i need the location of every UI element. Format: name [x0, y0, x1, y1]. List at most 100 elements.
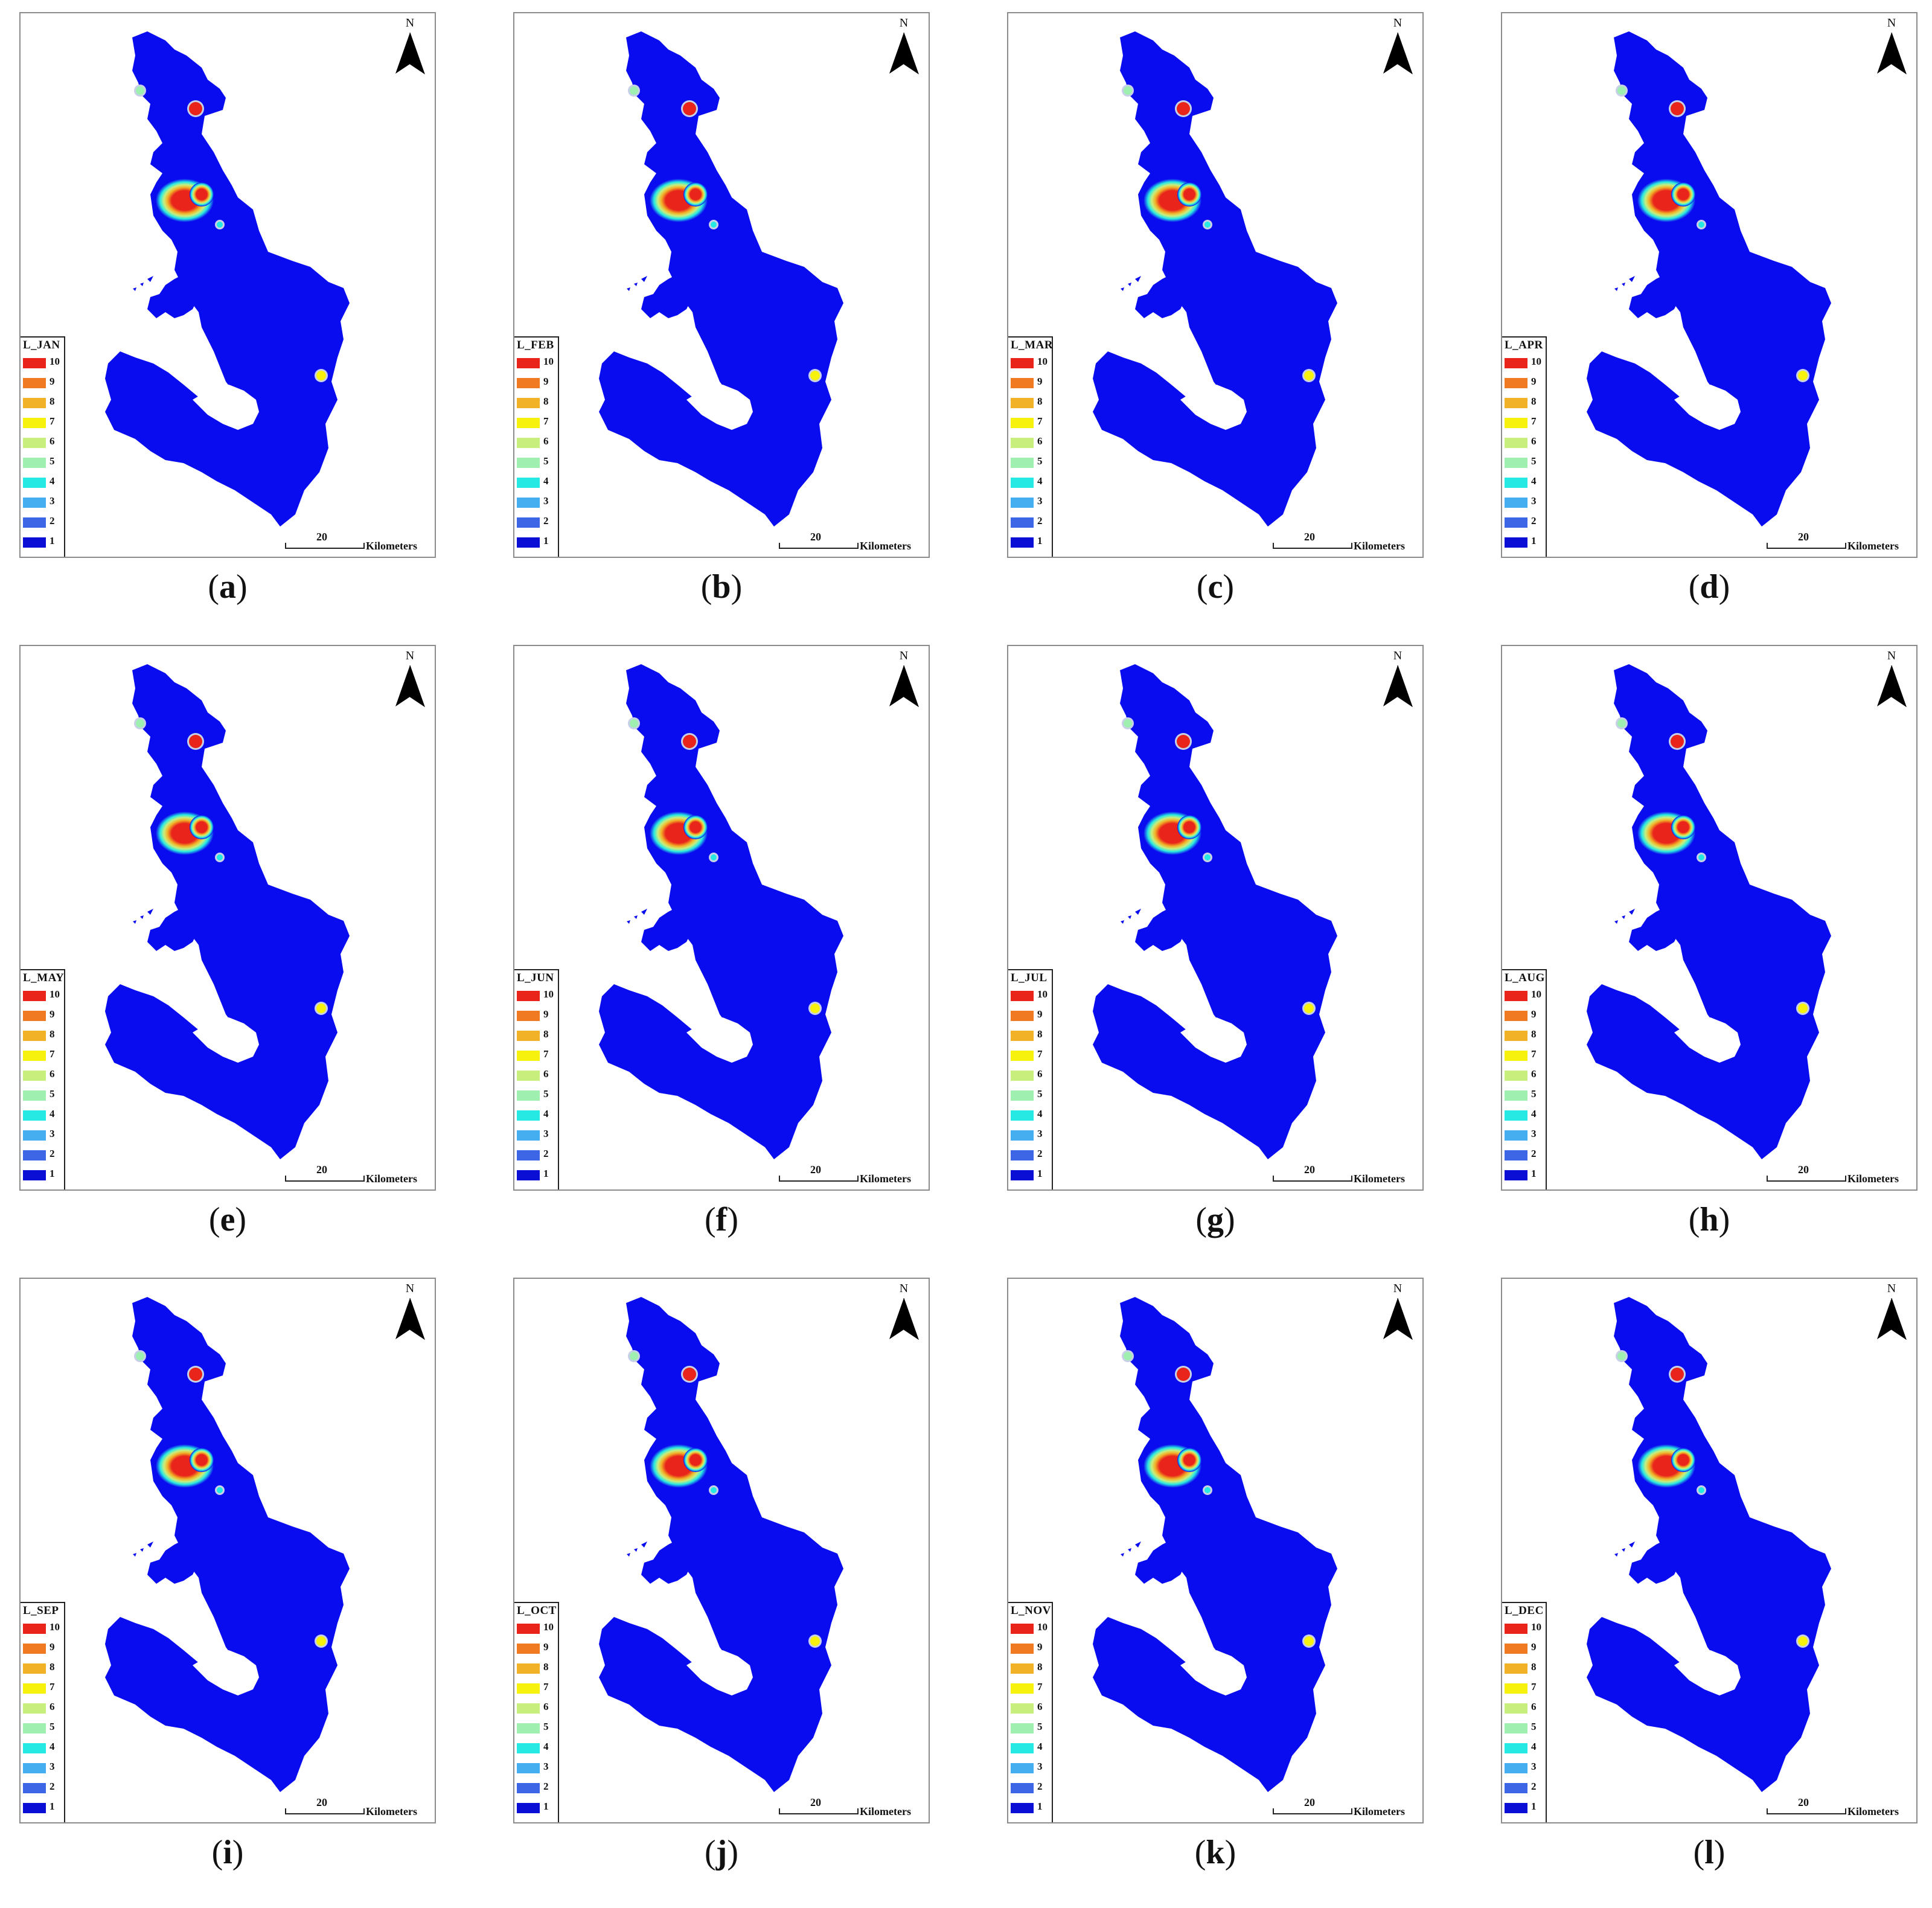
map-canvas [599, 31, 843, 527]
legend-value: 4 [50, 1741, 55, 1752]
legend-swatch [1505, 1683, 1527, 1694]
legend-swatch [1505, 458, 1527, 468]
legend-swatch [1011, 358, 1034, 368]
legend-item: 4 [1011, 1108, 1052, 1121]
site-central-marker [1698, 1487, 1704, 1493]
legend-value: 8 [1531, 1661, 1537, 1673]
scale-line [285, 548, 363, 549]
north-arrow-icon [1383, 1298, 1398, 1339]
legend-value: 5 [1531, 1088, 1537, 1100]
map-panel-d: N L_APR 10 9 8 7 6 5 4 3 2 1 20 Kilometers [1501, 12, 1918, 558]
legend-swatch [517, 1170, 540, 1180]
map-panel-e: N L_MAY 10 9 8 7 6 5 4 3 2 1 20 Kilometers [19, 645, 436, 1191]
north-label: N [406, 1282, 414, 1295]
legend-item: 2 [1011, 1781, 1052, 1794]
scale-tick [857, 543, 859, 549]
scale-tick [1845, 543, 1846, 549]
legend-swatch [1505, 1031, 1527, 1041]
north-label: N [1393, 16, 1402, 30]
legend-swatch [1011, 537, 1034, 548]
legend-item: 6 [23, 1068, 64, 1081]
caption-letter: g [1207, 1201, 1224, 1238]
legend-swatch [23, 1130, 46, 1141]
island-shape [147, 273, 202, 318]
legend-swatch [1505, 1624, 1527, 1634]
north-arrow: N [1380, 646, 1416, 712]
legend-item: 9 [23, 376, 64, 389]
legend-swatch [23, 1170, 46, 1180]
legend-item: 4 [1011, 1741, 1052, 1754]
legend-value: 2 [1531, 515, 1537, 527]
legend-item: 5 [23, 1721, 64, 1734]
legend-value: 5 [1037, 1721, 1043, 1732]
map-canvas [1587, 1297, 1831, 1792]
legend-swatch [1505, 438, 1527, 448]
legend-item: 7 [23, 415, 64, 429]
site-northwest-marker [1124, 86, 1132, 95]
legend-item: 5 [1505, 1088, 1546, 1101]
legend-value: 9 [1037, 376, 1043, 387]
site-northwest-marker [630, 1352, 638, 1360]
islet-shapes [1121, 276, 1141, 291]
site-central-marker [217, 854, 223, 860]
legend-swatch [1011, 1763, 1034, 1773]
legend-swatch [1011, 1743, 1034, 1753]
legend-value: 3 [1037, 495, 1043, 507]
legend-swatch [517, 438, 540, 448]
lake-shape [193, 1650, 259, 1695]
scale-bar: 20 Kilometers [779, 530, 929, 557]
hotspot-layer [628, 1350, 822, 1648]
legend-item: 1 [23, 535, 64, 548]
legend-title: L_MAR [1011, 339, 1054, 351]
legend-value: 2 [1531, 1781, 1537, 1792]
legend-value: 9 [1037, 1008, 1043, 1020]
legend-value: 9 [50, 1008, 55, 1020]
legend-swatch [517, 1051, 540, 1061]
site-central-marker [711, 854, 717, 860]
legend-value: 5 [1037, 1088, 1043, 1100]
legend-value: 5 [543, 1088, 549, 1100]
legend-swatch [517, 498, 540, 508]
legend-item: 3 [1505, 1128, 1546, 1141]
legend-item: 9 [517, 1641, 558, 1654]
secondary-hotspot [190, 1448, 214, 1472]
legend-swatch [517, 1090, 540, 1101]
legend-value: 7 [50, 415, 55, 427]
site-north-marker [683, 1368, 696, 1381]
legend-swatch [1011, 458, 1034, 468]
legend-value: 6 [543, 1701, 549, 1712]
scale-bar: 20 Kilometers [1767, 1795, 1916, 1822]
legend-value: 4 [50, 475, 55, 487]
legend-value: 4 [1037, 475, 1043, 487]
legend-item: 5 [1505, 455, 1546, 469]
site-northwest-marker [630, 86, 638, 95]
legend-item: 5 [23, 455, 64, 469]
legend-item: 2 [23, 515, 64, 528]
legend-swatch [1505, 1723, 1527, 1734]
north-label: N [406, 649, 414, 662]
panel-caption: (b) [700, 568, 743, 606]
legend-swatch [1505, 378, 1527, 388]
legend-value: 5 [543, 1721, 549, 1732]
legend-item: 5 [1505, 1721, 1546, 1734]
legend-value: 1 [543, 535, 549, 546]
island-shape [1135, 1538, 1189, 1584]
scale-tick [285, 1176, 286, 1182]
legend-swatch [1011, 1051, 1034, 1061]
north-arrow-icon [395, 665, 410, 706]
legend-value: 8 [1037, 1028, 1043, 1040]
legend-item: 7 [517, 415, 558, 429]
legend-item: 6 [1011, 435, 1052, 449]
scale-line [285, 1180, 363, 1182]
legend-value: 7 [50, 1048, 55, 1060]
legend-swatch [1505, 1130, 1527, 1141]
legend-value: 10 [50, 356, 60, 367]
legend-swatch [1011, 1110, 1034, 1121]
legend-swatch [1011, 1011, 1034, 1021]
legend: L_APR 10 9 8 7 6 5 4 3 2 1 [1502, 336, 1547, 557]
legend-swatch [23, 1663, 46, 1674]
legend-value: 6 [1037, 1068, 1043, 1080]
islet-shapes [627, 1541, 647, 1557]
site-northwest-marker [1617, 719, 1626, 728]
caption-letter: j [715, 1834, 728, 1871]
